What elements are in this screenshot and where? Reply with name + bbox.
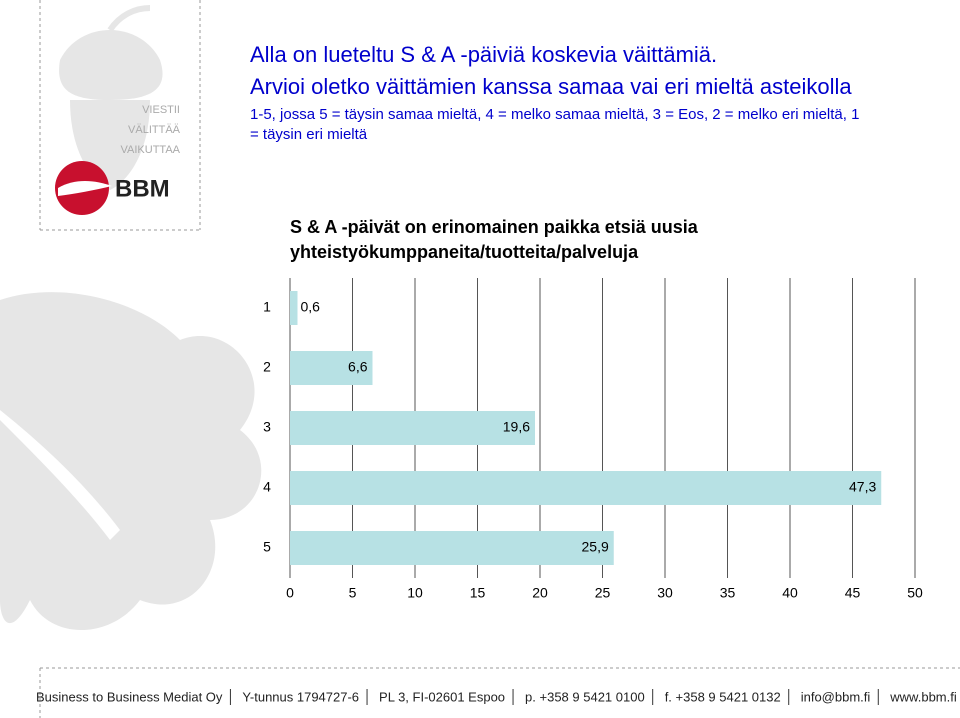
value-label: 0,6: [301, 299, 321, 315]
bar: [290, 531, 614, 565]
logo-swoosh: [58, 181, 112, 196]
logo-tagline: VAIKUTTAA: [121, 144, 181, 156]
bar: [290, 291, 298, 325]
logo-name: BBM: [115, 175, 170, 202]
value-label: 25,9: [582, 539, 609, 555]
logo: BBM VIESTII VÄLITTÄÄ VAIKUTTAA: [55, 104, 181, 215]
header: Alla on lueteltu S & A -päiviä koskevia …: [250, 42, 859, 143]
instructions: = täysin eri mieltä: [250, 126, 368, 143]
footer-item: Y-tunnus 1794727-6: [242, 689, 359, 704]
y-tick-label: 4: [263, 479, 271, 495]
instructions: 1-5, jossa 5 = täysin samaa mieltä, 4 = …: [250, 106, 859, 123]
chart: 0 5 10 15 20 25 30 35 40 45 50 1 0,6 2 6,6 3 19,6 4 47,3 5 2…: [263, 278, 923, 601]
x-tick-label: 0: [286, 585, 294, 601]
x-tick-label: 40: [782, 585, 798, 601]
x-tick-label: 50: [907, 585, 923, 601]
x-tick-label: 30: [657, 585, 673, 601]
logo-tagline: VIESTII: [142, 104, 180, 116]
chart-title: yhteistyökumppaneita/tuotteita/palveluja: [290, 242, 639, 262]
decoration: [0, 5, 262, 630]
frame: [39, 0, 960, 718]
footer: Business to Business Mediat Oy Y-tunnus 1…: [36, 689, 957, 705]
x-tick-label: 35: [720, 585, 736, 601]
value-label: 47,3: [849, 479, 876, 495]
bar: [290, 411, 535, 445]
logo-tagline: VÄLITTÄÄ: [128, 124, 181, 136]
y-tick-label: 5: [263, 539, 271, 555]
y-tick-label: 1: [263, 299, 271, 315]
footer-item: f. +358 9 5421 0132: [665, 689, 781, 704]
footer-item: www.bbm.fi: [889, 689, 957, 704]
y-tick-label: 2: [263, 359, 271, 375]
chart-title: S & A -päivät on erinomainen paikka etsi…: [290, 217, 699, 237]
footer-item: info@bbm.fi: [801, 689, 871, 704]
header-line: Arvioi oletko väittämien kanssa samaa va…: [250, 74, 852, 99]
y-tick-label: 3: [263, 419, 271, 435]
bar: [290, 471, 882, 505]
value-label: 19,6: [503, 419, 530, 435]
x-tick-label: 25: [595, 585, 611, 601]
x-tick-label: 5: [349, 585, 357, 601]
header-line: Alla on lueteltu S & A -päiviä koskevia …: [250, 42, 717, 67]
footer-item: p. +358 9 5421 0100: [525, 689, 645, 704]
x-tick-label: 15: [470, 585, 486, 601]
x-tick-label: 10: [407, 585, 423, 601]
footer-item: PL 3, FI-02601 Espoo: [379, 689, 505, 704]
bar: [290, 351, 373, 385]
x-tick-label: 45: [845, 585, 861, 601]
value-label: 6,6: [348, 359, 368, 375]
x-tick-label: 20: [532, 585, 548, 601]
footer-item: Business to Business Mediat Oy: [36, 689, 223, 704]
